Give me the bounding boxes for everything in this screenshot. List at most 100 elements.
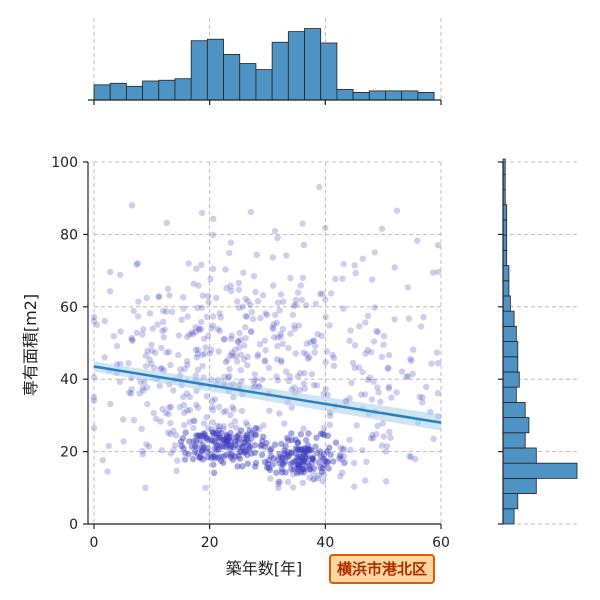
scatter-point — [180, 393, 187, 401]
scatter-point — [161, 326, 168, 333]
scatter-point — [318, 332, 325, 339]
scatter-point — [215, 434, 222, 442]
scatter-point — [247, 328, 255, 336]
scatter-point — [105, 442, 112, 450]
scatter-point — [336, 451, 343, 459]
scatter-point — [243, 436, 250, 443]
scatter-point — [180, 294, 187, 301]
scatter-point — [199, 362, 206, 370]
scatter-point — [186, 393, 194, 400]
scatter-point — [140, 387, 147, 394]
scatter-point — [177, 438, 185, 445]
scatter-point — [174, 457, 181, 464]
scatter-point — [241, 439, 248, 446]
scatter-point — [218, 443, 225, 450]
scatter-point — [382, 448, 390, 455]
scatter-point — [204, 292, 212, 300]
scatter-point — [252, 425, 259, 432]
scatter-point — [290, 465, 297, 473]
scatter-point — [166, 404, 173, 411]
scatter-point — [267, 475, 274, 482]
scatter-point — [330, 362, 338, 369]
x-tick-label: 40 — [316, 535, 334, 551]
scatter-point — [235, 304, 243, 312]
scatter-point — [245, 439, 252, 446]
scatter-point — [299, 466, 307, 473]
right-hist-bar — [502, 386, 517, 403]
right-hist-bar — [502, 356, 519, 373]
scatter-point — [198, 261, 205, 268]
confidence-band — [94, 361, 441, 431]
scatter-point — [324, 459, 331, 466]
scatter-point — [295, 463, 303, 471]
scatter-point — [292, 445, 300, 452]
scatter-point — [117, 328, 124, 335]
scatter-point — [99, 457, 107, 464]
scatter-point — [222, 435, 230, 442]
top-hist-bar — [336, 88, 354, 101]
top-hist-bar — [271, 41, 289, 101]
scatter-point — [255, 351, 262, 358]
scatter-point — [165, 348, 173, 356]
scatter-point — [181, 456, 189, 463]
scatter-point — [265, 364, 273, 371]
scatter-point — [373, 328, 380, 335]
scatter-point — [243, 313, 251, 320]
scatter-point — [309, 456, 316, 463]
scatter-point — [327, 290, 335, 297]
scatter-point — [252, 459, 260, 467]
scatter-point — [213, 294, 220, 302]
scatter-point — [304, 355, 312, 362]
scatter-point — [319, 430, 327, 437]
scatter-point — [235, 444, 242, 451]
scatter-point — [227, 335, 235, 342]
scatter-point — [200, 430, 207, 437]
scatter-point — [225, 374, 232, 381]
scatter-point — [253, 425, 260, 432]
scatter-point — [220, 409, 227, 416]
scatter-point — [211, 454, 219, 462]
scatter-point — [270, 321, 277, 328]
scatter-point — [235, 338, 242, 346]
scatter-point — [219, 436, 226, 444]
scatter-point — [159, 327, 166, 335]
scatter-point — [403, 373, 410, 380]
scatter-point — [320, 451, 328, 458]
scatter-point — [256, 341, 264, 348]
scatter-point — [298, 296, 305, 304]
scatter-point — [278, 465, 286, 473]
scatter-point — [268, 445, 275, 452]
scatter-point — [270, 455, 277, 462]
scatter-point — [239, 463, 246, 470]
scatter-point — [251, 371, 258, 378]
scatter-point — [223, 451, 230, 458]
scatter-point — [346, 395, 353, 402]
scatter-point — [322, 313, 329, 321]
scatter-point — [224, 356, 231, 364]
scatter-point — [340, 453, 347, 460]
scatter-point — [204, 436, 211, 444]
scatter-point — [201, 350, 208, 357]
scatter-point — [319, 465, 326, 472]
scatter-point — [276, 410, 283, 417]
right-hist-bar — [502, 493, 519, 510]
scatter-point — [325, 465, 332, 472]
scatter-point — [243, 434, 251, 442]
scatter-point — [279, 325, 287, 333]
scatter-point — [288, 386, 295, 393]
scatter-point — [414, 237, 421, 244]
top-hist-bar — [417, 92, 435, 101]
scatter-point — [129, 336, 136, 343]
scatter-point — [133, 261, 140, 268]
scatter-point — [90, 318, 98, 325]
scatter-point — [205, 298, 212, 306]
scatter-point — [284, 453, 291, 461]
scatter-point — [192, 324, 199, 331]
scatter-point — [294, 465, 301, 472]
scatter-point — [292, 301, 299, 308]
right-hist-bar — [502, 295, 511, 312]
scatter-point — [243, 431, 251, 438]
scatter-point — [279, 455, 286, 462]
scatter-point — [322, 224, 329, 232]
scatter-point — [311, 349, 318, 356]
